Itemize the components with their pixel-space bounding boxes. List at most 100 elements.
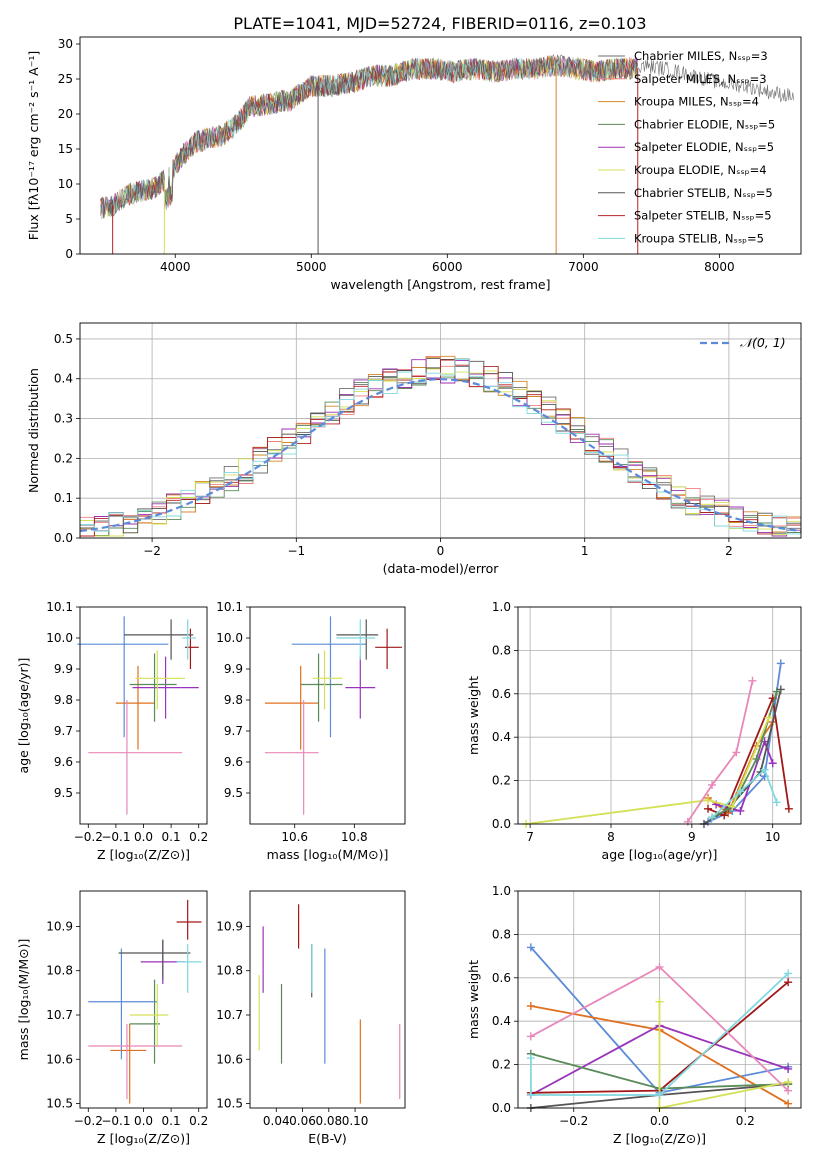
y-axis-label: Normed distribution (26, 368, 41, 493)
y-axis-label: mass weight (466, 960, 481, 1039)
y-tick-label: 1.0 (492, 600, 511, 614)
y-tick-label: 9.7 (224, 724, 243, 738)
y-tick-label: 0.2 (492, 774, 511, 788)
x-tick-label: 10.8 (341, 830, 368, 844)
series-marker (776, 659, 785, 668)
series-marker (784, 1086, 793, 1095)
y-tick-label: 10.0 (216, 631, 243, 645)
x-tick-label: −0.1 (101, 830, 130, 844)
y-tick-label: 0.4 (54, 372, 73, 386)
y-tick-label: 0.5 (54, 332, 73, 346)
legend-label: Chabrier ELODIE, Nₛₛₚ=5 (634, 117, 775, 131)
series-marker (526, 1032, 535, 1041)
series-marker (772, 687, 781, 696)
age-vs-mass-plot-area (264, 616, 403, 815)
figure-title: PLATE=1041, MJD=52724, FIBERID=0116, z=0… (233, 14, 646, 33)
x-tick-label: 0.06 (289, 1114, 316, 1128)
y-tick-label: 0.8 (492, 643, 511, 657)
series-marker (526, 1090, 535, 1099)
y-tick-label: 9.5 (224, 786, 243, 800)
histogram-step (80, 359, 801, 537)
histogram-step (80, 355, 801, 537)
x-tick-label: 6000 (432, 260, 463, 274)
series-marker (720, 811, 729, 820)
x-tick-label: 0.0 (134, 830, 153, 844)
histogram-step (80, 358, 801, 535)
y-tick-label: 25 (58, 72, 73, 86)
age-vs-Z-axes: −0.2−0.1 0.0 0.1 0.2 9.5 9.6 9.7 9.8 9.9 10.0 10.1… (16, 600, 208, 862)
spectrum-line (637, 59, 794, 103)
x-tick-label: −1 (287, 544, 305, 558)
y-tick-label: 0.0 (492, 817, 511, 831)
y-tick-label: 9.6 (54, 755, 73, 769)
x-tick-label: 0.2 (736, 1114, 755, 1128)
axes-frame (249, 890, 406, 1109)
series-marker (708, 780, 717, 789)
spectrum-legend: Chabrier MILES, Nₛₛₚ=3 Salpeter MILES, Nₛ… (598, 49, 775, 245)
x-axis-label: wavelength [Angstrom, rest frame] (330, 277, 550, 292)
legend-label: Salpeter STELIB, Nₛₛₚ=5 (634, 209, 772, 223)
x-tick-label: 0.2 (189, 1114, 208, 1128)
series-marker (526, 1002, 535, 1011)
mass-vs-Z-panel: −0.2−0.1 0.0 0.1 0.2 10.5 10.6 10.7 10.8 10.9 Z [… (16, 890, 208, 1146)
mass-weight-vs-Z-plot-area (526, 943, 793, 1112)
series-marker (736, 787, 745, 796)
series-marker (784, 1099, 793, 1108)
series-marker (655, 997, 664, 1006)
series-marker (732, 748, 741, 757)
series-line (687, 680, 754, 823)
y-tick-label: 10.8 (46, 964, 73, 978)
residual-histogram-plot-area (79, 355, 802, 537)
series-line (711, 768, 778, 819)
x-tick-label: 4000 (160, 260, 191, 274)
series-marker (784, 1077, 793, 1086)
x-tick-label: 2 (725, 544, 733, 558)
series-marker (764, 713, 773, 722)
y-tick-label: 10.0 (46, 631, 73, 645)
x-tick-label: 7 (526, 830, 534, 844)
axes-frame (79, 322, 802, 539)
x-tick-label: 8000 (704, 260, 735, 274)
y-tick-label: 10.9 (46, 919, 73, 933)
y-tick-label: 10.5 (46, 1097, 73, 1111)
y-tick-label: 9.7 (54, 724, 73, 738)
y-tick-label: 0.0 (54, 531, 73, 545)
age-vs-Z-plot-area (77, 616, 199, 815)
x-tick-label: −0.1 (101, 1114, 130, 1128)
series-marker (752, 754, 761, 763)
x-axis-label: Z [log₁₀(Z/Z⊙)] (97, 1131, 190, 1146)
y-tick-label: 1.0 (492, 884, 511, 898)
y-tick-label: 20 (58, 107, 73, 121)
x-tick-label: 0.08 (315, 1114, 342, 1128)
mass-weight-vs-age-axes: 7 8 9 10 0.0 0.2 0.4 0.6 0.8 1.0 age [log₁₀(age/yr… (466, 600, 802, 862)
series-marker (784, 1064, 793, 1073)
y-tick-label: 9.5 (54, 786, 73, 800)
axes-frame (517, 890, 802, 1109)
y-tick-label: 9.8 (224, 693, 243, 707)
y-tick-label: 10.1 (216, 600, 243, 614)
y-tick-label: 0.6 (492, 971, 511, 985)
series-marker (748, 676, 757, 685)
legend-label: Chabrier STELIB, Nₛₛₚ=5 (634, 186, 773, 200)
y-axis-label: mass [log₁₀(M/M⊙)] (16, 939, 31, 1061)
mass-vs-ebv-panel: 0.04 0.06 0.08 0.10 10.5 10.6 10.7 10.8 10.9 E(B-… (216, 890, 406, 1146)
y-tick-label: 10.7 (216, 1008, 243, 1022)
mass-weight-vs-age-plot-area (522, 659, 793, 828)
y-tick-label: 0.3 (54, 412, 73, 426)
mass-weight-vs-Z-panel: −0.2 0.0 0.2 0.0 0.2 0.4 0.6 0.8 1.0 Z [log₁₀(Z/Z… (466, 884, 802, 1146)
x-tick-label: 0.1 (162, 1114, 181, 1128)
x-axis-label: mass [log₁₀(M/M⊙)] (267, 847, 389, 862)
y-tick-label: 0.2 (492, 1058, 511, 1072)
x-tick-label: 0.04 (263, 1114, 290, 1128)
spectrum-line (100, 54, 638, 219)
axes-frame (79, 890, 208, 1109)
series-line (711, 691, 778, 819)
y-tick-label: 0.4 (492, 1014, 511, 1028)
y-tick-label: 15 (58, 142, 73, 156)
axes-frame (79, 36, 802, 255)
legend-label: Kroupa ELODIE, Nₛₛₚ=4 (634, 163, 767, 177)
series-marker (526, 943, 535, 952)
series-line (525, 717, 770, 825)
y-tick-label: 5 (65, 212, 73, 226)
